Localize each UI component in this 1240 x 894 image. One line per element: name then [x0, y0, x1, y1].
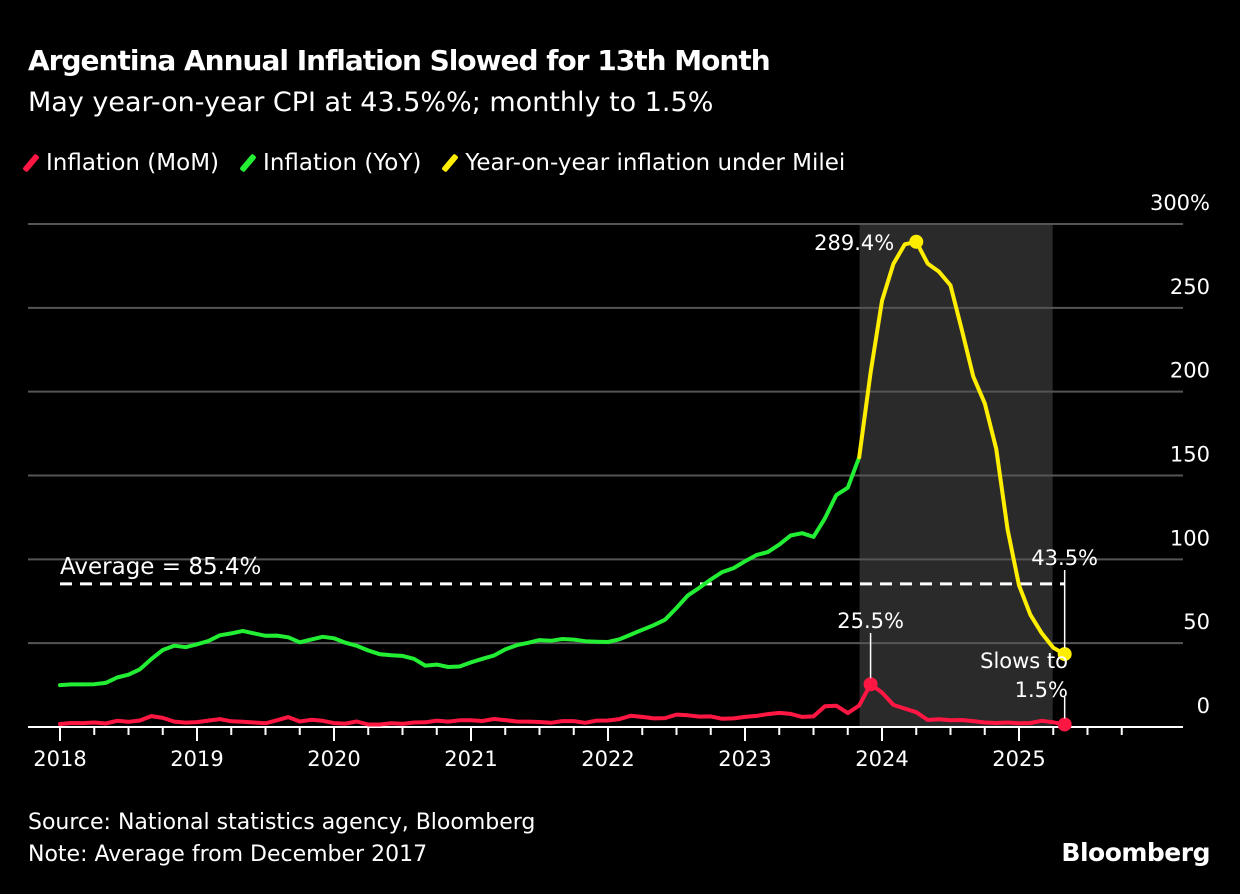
footnote: Note: Average from December 2017	[28, 842, 428, 867]
x-tick-label: 2025	[992, 747, 1045, 771]
x-tick-label: 2018	[33, 747, 86, 771]
latest-mom-marker	[1057, 717, 1072, 732]
source-note: Source: National statistics agency, Bloo…	[28, 810, 536, 835]
x-tick-label: 2019	[170, 747, 223, 771]
x-tick-label: 2021	[444, 747, 497, 771]
chart-title: Argentina Annual Inflation Slowed for 13…	[28, 44, 771, 77]
y-tick-label: 0	[1197, 694, 1210, 718]
y-tick-label: 100	[1170, 526, 1210, 550]
legend: Inflation (MoM) Inflation (YoY) Year-on-…	[22, 150, 846, 176]
y-tick-label: 50	[1183, 610, 1210, 634]
legend-item-mom: Inflation (MoM)	[22, 150, 220, 176]
legend-label-yoy: Inflation (YoY)	[263, 150, 422, 176]
latest-yoy-marker	[1057, 647, 1072, 662]
x-tick-label: 2020	[307, 747, 360, 771]
series-line-mom	[58, 682, 1067, 727]
latest-mom-label-line1: Slows to	[980, 649, 1068, 673]
y-tick-label: 200	[1170, 359, 1210, 383]
bloomberg-logo: Bloomberg	[1061, 838, 1210, 867]
latest-mom-label-line2: 1.5%	[1015, 678, 1068, 702]
x-tick-label: 2022	[581, 747, 634, 771]
mom-peak-label: 25.5%	[837, 609, 904, 633]
legend-item-milei: Year-on-year inflation under Milei	[441, 150, 846, 176]
x-tick-label: 2024	[855, 747, 908, 771]
mom-peak-marker	[863, 677, 878, 692]
y-tick-label: 250	[1170, 275, 1210, 299]
legend-item-yoy: Inflation (YoY)	[239, 150, 422, 176]
chart-subtitle: May year-on-year CPI at 43.5%%; monthly …	[28, 87, 714, 118]
series-line-yoy	[58, 455, 862, 688]
y-tick-label: 150	[1170, 443, 1210, 467]
legend-label-milei: Year-on-year inflation under Milei	[465, 150, 846, 176]
legend-label-mom: Inflation (MoM)	[46, 150, 220, 176]
average-label: Average = 85.4%	[60, 554, 261, 580]
y-tick-label: 300%	[1150, 191, 1210, 215]
latest-yoy-label: 43.5%	[1031, 546, 1098, 570]
x-tick-label: 2023	[718, 747, 771, 771]
series-line-milei	[857, 239, 1067, 657]
peak-label: 289.4%	[814, 231, 894, 255]
peak-marker	[909, 234, 924, 249]
